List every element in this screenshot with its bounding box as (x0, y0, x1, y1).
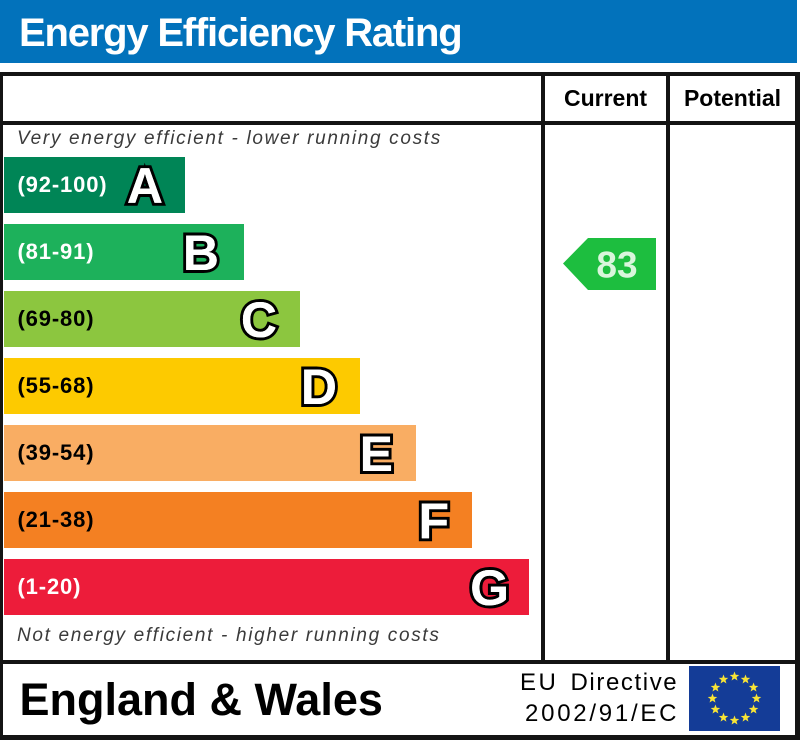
svg-text:83: 83 (596, 245, 637, 286)
